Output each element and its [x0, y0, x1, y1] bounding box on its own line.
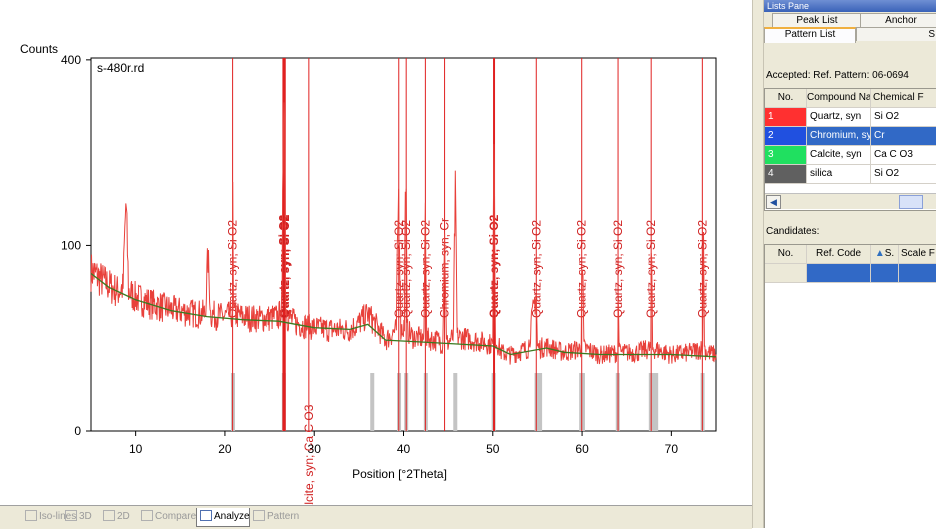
reference-line-label: Quartz, syn; Si O2	[529, 220, 543, 318]
pane-splitter[interactable]	[752, 0, 764, 528]
reference-line-label: Quartz, syn; Si O2	[392, 220, 406, 318]
reference-line-label: Calcite, syn; Ca C O3	[302, 404, 316, 505]
tab-icon	[25, 510, 37, 521]
candidate-row[interactable]	[765, 264, 936, 283]
tab-label: Pattern	[267, 511, 300, 522]
series-scan	[90, 102, 717, 365]
reference-line-label: Quartz, syn; Si O2	[278, 214, 292, 318]
table-header: No. Ref. Code ▲S. Scale F	[765, 245, 936, 264]
y-axis-label: Counts	[20, 42, 58, 56]
column-header-chemical-formula[interactable]: Chemical F	[871, 89, 936, 107]
series-background	[90, 272, 717, 358]
column-header-scale-factor[interactable]: Scale F	[899, 245, 936, 263]
compound-name-cell: Quartz, syn	[807, 108, 871, 126]
view-tabs: Iso-lines 3D 2D Compare Analyze Pattern	[0, 505, 752, 529]
reference-line-label: Quartz, syn; Si O2	[276, 214, 290, 318]
chemical-formula-cell: Cr	[871, 127, 936, 145]
tab-2d[interactable]: 2D	[100, 508, 134, 526]
candidates-table: No. Ref. Code ▲S. Scale F	[764, 244, 936, 528]
lists-pane-title: Lists Pane	[764, 0, 936, 12]
tab-label: Iso-lines	[39, 511, 77, 522]
lists-tabs-row-1: Peak List Anchor	[764, 12, 936, 28]
table-header: No. Compound Na... Chemical F	[765, 89, 936, 108]
x-tick-label: 60	[575, 442, 589, 456]
accepted-pattern-row[interactable]: 1 Quartz, syn Si O2	[765, 108, 936, 127]
x-tick-label: 10	[129, 442, 143, 456]
compound-name-cell: Calcite, syn	[807, 146, 871, 164]
tab-pattern-list[interactable]: Pattern List	[764, 27, 856, 43]
tab-icon	[141, 510, 153, 521]
tab-iso-lines[interactable]: Iso-lines	[22, 508, 76, 526]
accepted-pattern-row[interactable]: 3 Calcite, syn Ca C O3	[765, 146, 936, 165]
column-header-compound-name[interactable]: Compound Na...	[807, 89, 871, 107]
tab-analyze[interactable]: Analyze	[196, 508, 250, 527]
pattern-color-swatch[interactable]: 4	[765, 165, 807, 183]
tab-label: 2D	[117, 511, 130, 522]
tab-3d[interactable]: 3D	[62, 508, 96, 526]
scroll-thumb[interactable]	[899, 195, 923, 209]
reference-line-label: Quartz, syn; Si O2	[487, 214, 501, 318]
tab-s[interactable]: S	[856, 27, 936, 41]
chemical-formula-cell: Si O2	[871, 165, 936, 183]
tab-label: 3D	[79, 511, 92, 522]
pattern-view: Quartz, syn; Si O2 Quartz, syn; Si O2 Quar…	[0, 0, 752, 529]
x-axis-label: Position [°2Theta]	[352, 467, 447, 481]
reference-line-label: Quartz, syn; Si O2	[575, 220, 589, 318]
column-header-s[interactable]: ▲S.	[871, 245, 899, 263]
y-tick-label: 0	[74, 424, 81, 438]
accepted-pattern-row[interactable]: 4 silica Si O2	[765, 165, 936, 184]
reference-line-label: Quartz, syn; Si O2	[611, 220, 625, 318]
accepted-label: Accepted: Ref. Pattern: 06-0694	[766, 70, 909, 81]
pattern-color-swatch[interactable]: 3	[765, 146, 807, 164]
column-header-no[interactable]: No.	[765, 89, 807, 107]
scan-name-label: s-480r.rd	[97, 61, 144, 75]
x-tick-label: 20	[218, 442, 232, 456]
column-header-no[interactable]: No.	[765, 245, 807, 263]
chemical-formula-cell: Si O2	[871, 108, 936, 126]
compound-name-cell: silica	[807, 165, 871, 183]
plot-area[interactable]	[90, 57, 717, 432]
tab-compare[interactable]: Compare	[138, 508, 197, 526]
compound-name-cell: Chromium, syn	[807, 127, 871, 145]
tab-icon	[253, 510, 265, 521]
x-tick-label: 70	[665, 442, 679, 456]
candidates-label: Candidates:	[766, 226, 820, 237]
y-tick-label: 100	[61, 238, 81, 252]
reference-line-label: Quartz, syn; Si O2	[695, 220, 709, 318]
column-header-ref-code[interactable]: Ref. Code	[807, 245, 871, 263]
tab-icon	[200, 510, 212, 521]
tab-pattern[interactable]: Pattern	[250, 508, 304, 526]
accepted-pattern-row[interactable]: 2 Chromium, syn Cr	[765, 127, 936, 146]
tab-icon	[103, 510, 115, 521]
lists-tabs-row-2: Pattern List S	[764, 26, 936, 43]
x-tick-label: 30	[308, 442, 322, 456]
column-header-s-label: S.	[884, 248, 895, 259]
scroll-left-icon[interactable]: ◀	[766, 195, 781, 209]
lists-pane: Lists Pane Peak List Anchor Pattern List…	[764, 0, 936, 528]
pattern-color-swatch[interactable]: 2	[765, 127, 807, 145]
tab-anchor[interactable]: Anchor	[860, 13, 936, 28]
cell	[807, 264, 871, 282]
row-header	[765, 264, 807, 282]
horizontal-scrollbar[interactable]: ◀	[765, 193, 936, 209]
reference-line-label: Quartz, syn; Si O2	[399, 220, 413, 318]
xrd-chart[interactable]: Quartz, syn; Si O2 Quartz, syn; Si O2Quar…	[0, 0, 752, 505]
cell	[899, 264, 936, 282]
reference-line-label: Quartz, syn; Si O2	[418, 220, 432, 318]
y-tick-label: 400	[61, 53, 81, 67]
x-tick-label: 50	[486, 442, 500, 456]
tab-icon	[65, 510, 77, 521]
tab-label: Compare	[155, 511, 197, 522]
pattern-color-swatch[interactable]: 1	[765, 108, 807, 126]
sort-icon: ▲	[874, 248, 885, 259]
chemical-formula-cell: Ca C O3	[871, 146, 936, 164]
x-tick-label: 40	[397, 442, 411, 456]
cell	[871, 264, 899, 282]
tab-label: Analyze	[214, 511, 250, 522]
